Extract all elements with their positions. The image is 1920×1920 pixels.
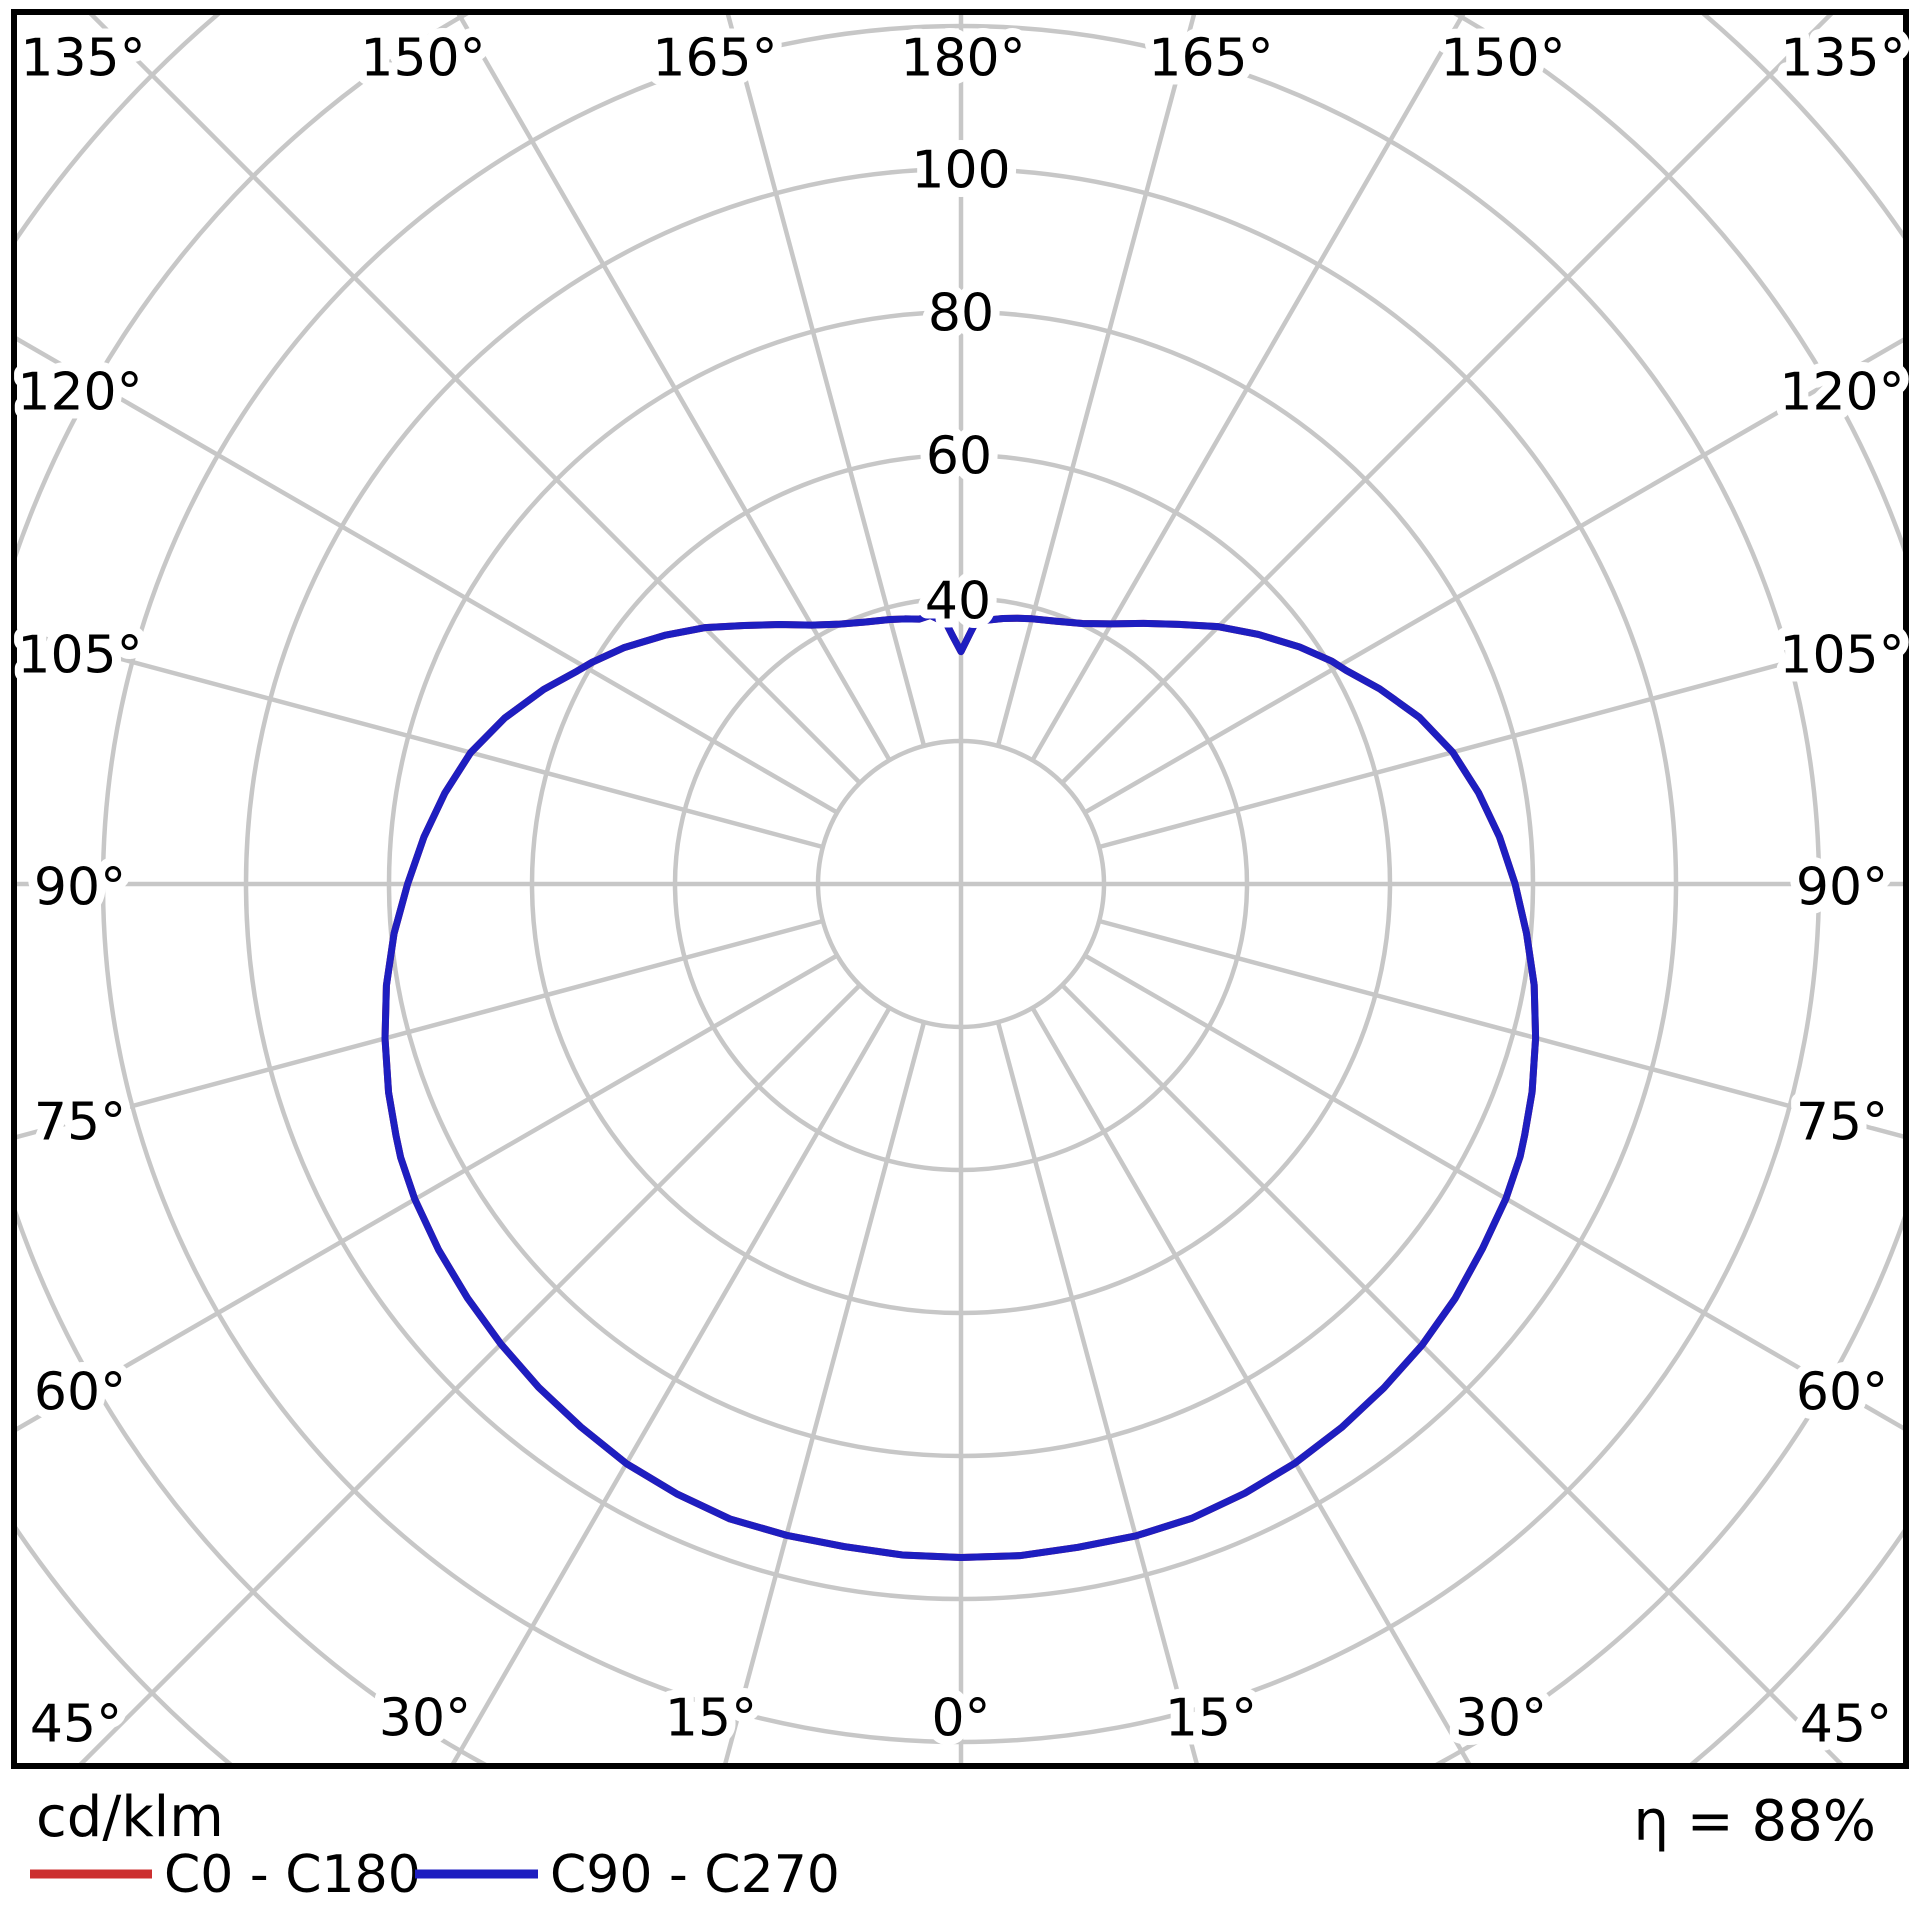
unit-label: cd/klm	[36, 1785, 224, 1850]
angle-label-bottom-1: 30°	[379, 1689, 471, 1749]
angle-label-bottom-4: 15°	[1165, 1689, 1257, 1749]
axis-labels: 135° 150° 165° 180° 165° 150° 135° 120° 105° 90° 7…	[8, 20, 1914, 1764]
angle-label-top-3: 180°	[900, 29, 1025, 89]
plot-frame	[11, 9, 1909, 1769]
angle-label-right-3: 75°	[1796, 1093, 1888, 1153]
angle-label-left-3: 75°	[34, 1093, 126, 1153]
grid-spoke-75	[1098, 918, 1904, 1140]
legend-label-c0-c180: C0 - C180	[164, 1845, 421, 1905]
radial-tick-0: 40	[925, 572, 991, 632]
angle-label-bottom-6: 45°	[1800, 1695, 1892, 1755]
angle-label-top-4: 165°	[1148, 29, 1273, 89]
legend-label-c90-c270: C90 - C270	[550, 1845, 840, 1905]
grid-spoke-285	[17, 918, 824, 1140]
angle-label-top-2: 165°	[652, 29, 777, 89]
curve-c90-c270	[381, 611, 1540, 1562]
grid-spoke-150	[1030, 15, 1466, 762]
grid-spoke-120	[1083, 336, 1904, 815]
angle-label-left-4: 60°	[34, 1363, 126, 1423]
grid-spoke-135	[1060, 15, 1834, 785]
grid-spoke-30	[1030, 1006, 1472, 1763]
angle-label-bottom-0: 45°	[30, 1695, 122, 1755]
grid-spoke-330	[450, 1006, 892, 1763]
efficiency-label: η = 88%	[1634, 1789, 1876, 1854]
angle-label-right-0: 120°	[1779, 363, 1904, 423]
radial-tick-2: 80	[928, 284, 994, 344]
angle-label-bottom-3: 0°	[931, 1689, 990, 1749]
angle-label-right-4: 60°	[1796, 1363, 1888, 1423]
grid-spoke-195	[725, 15, 927, 747]
grid-spoke-345	[723, 1021, 927, 1763]
angle-label-top-6: 135°	[1780, 29, 1905, 89]
grid-spoke-165	[995, 15, 1197, 747]
grid-spoke-210	[456, 15, 892, 762]
distribution-curves	[381, 611, 1540, 1562]
grid-spoke-225	[88, 15, 862, 785]
radial-tick-1: 60	[926, 427, 992, 487]
angle-label-left-2: 90°	[34, 858, 126, 918]
angle-label-top-0: 135°	[20, 29, 145, 89]
angle-label-right-1: 105°	[1779, 626, 1904, 686]
angle-label-left-1: 105°	[17, 626, 142, 686]
angle-label-bottom-5: 30°	[1455, 1689, 1547, 1749]
grid-spoke-315	[78, 983, 862, 1763]
footer: cd/klm η = 88% C0 - C180 C90 - C270	[30, 1785, 1876, 1905]
angle-label-top-5: 150°	[1440, 29, 1565, 89]
grid-spoke-240	[17, 336, 839, 815]
grid-spoke-15	[995, 1021, 1199, 1763]
angle-label-bottom-2: 15°	[665, 1689, 757, 1749]
angle-label-top-1: 150°	[360, 29, 485, 89]
radial-tick-3: 100	[911, 141, 1010, 201]
grid-spoke-255	[17, 628, 824, 850]
grid-spoke-105	[1098, 628, 1904, 850]
grid-spoke-60	[1083, 953, 1904, 1432]
angle-label-left-0: 120°	[17, 363, 142, 423]
grid-spoke-45	[1060, 983, 1844, 1763]
grid-spoke-300	[17, 953, 839, 1432]
angle-label-right-2: 90°	[1796, 858, 1888, 918]
